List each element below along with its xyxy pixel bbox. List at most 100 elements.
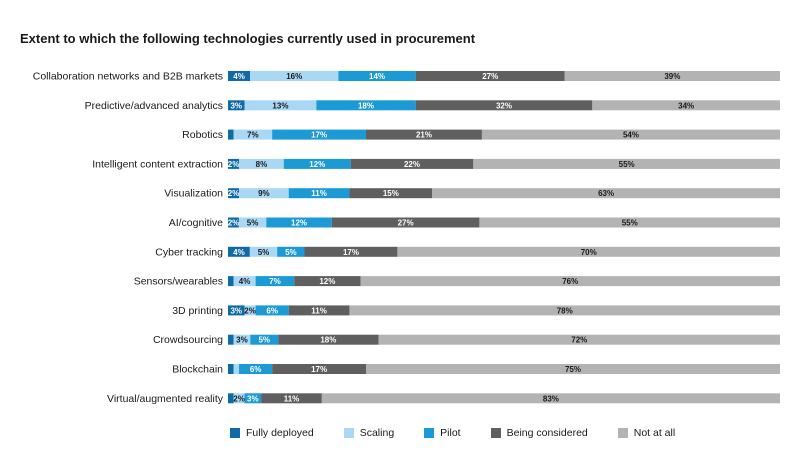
bar-segment[interactable] — [266, 217, 332, 228]
bar-segment[interactable] — [233, 129, 273, 140]
bar-segment[interactable] — [228, 129, 234, 140]
bar-segment[interactable] — [473, 158, 780, 169]
bar-segment[interactable] — [321, 393, 780, 404]
category-label: Blockchain — [172, 364, 223, 376]
data-label: 17% — [311, 131, 327, 140]
bar-segment[interactable] — [350, 158, 474, 169]
data-label: 17% — [343, 248, 359, 257]
bar-segment[interactable] — [316, 100, 416, 111]
data-label: 17% — [311, 365, 327, 374]
data-label: 3% — [247, 394, 259, 403]
data-label: 4% — [239, 277, 251, 286]
data-label: 18% — [320, 336, 336, 345]
bar-segment[interactable] — [288, 188, 350, 199]
bar-segment[interactable] — [564, 71, 780, 81]
data-label: 3% — [236, 336, 248, 345]
data-label: 11% — [284, 394, 300, 403]
bar-segment[interactable] — [415, 71, 565, 81]
legend-label: Being considered — [506, 427, 588, 439]
bar-segment[interactable] — [592, 100, 780, 111]
category-label: Robotics — [182, 129, 223, 141]
category-label: Crowdsourcing — [153, 334, 223, 346]
bar-segment[interactable] — [304, 246, 398, 257]
bar-segment[interactable] — [228, 364, 234, 374]
bar-segment[interactable] — [228, 71, 251, 81]
data-label: 12% — [319, 277, 335, 286]
bar-segment[interactable] — [233, 334, 251, 345]
data-label: 3% — [230, 101, 242, 110]
bar-segment[interactable] — [250, 334, 279, 345]
data-label: 27% — [398, 219, 414, 228]
data-label: 13% — [272, 101, 288, 110]
legend-item: Not at all — [617, 427, 675, 439]
data-label: 16% — [286, 72, 302, 81]
bar-segment[interactable] — [249, 246, 278, 257]
bar-segment[interactable] — [272, 129, 366, 140]
category-label: AI/cognitive — [169, 217, 223, 229]
bar-segment[interactable] — [331, 217, 480, 228]
bar-segment[interactable] — [233, 276, 256, 287]
bar-segment[interactable] — [349, 305, 780, 316]
legend-swatch — [490, 428, 501, 438]
bar-segment[interactable] — [244, 100, 317, 111]
bar-segment[interactable] — [255, 305, 289, 316]
data-label: 27% — [482, 72, 498, 81]
bar-segment[interactable] — [228, 276, 234, 287]
data-label: 54% — [623, 131, 639, 140]
bar-segment[interactable] — [239, 158, 284, 169]
category-labels: Collaboration networks and B2B markets Pr… — [33, 71, 224, 405]
bar-segment[interactable] — [272, 364, 366, 374]
bar-segment[interactable] — [481, 129, 780, 140]
category-label: Collaboration networks and B2B markets — [33, 71, 223, 83]
bar-segment[interactable] — [261, 393, 322, 404]
bar-segment[interactable] — [397, 246, 780, 257]
bar-segment[interactable] — [255, 276, 295, 287]
data-label: 5% — [258, 248, 270, 257]
data-label: 34% — [678, 101, 694, 110]
bar-segment[interactable] — [366, 129, 482, 140]
data-label: 32% — [496, 101, 512, 110]
bar-segment[interactable] — [338, 71, 416, 81]
data-label: 5% — [247, 219, 259, 228]
bar-segment[interactable] — [228, 305, 245, 316]
bar-segment[interactable] — [415, 100, 593, 111]
legend-item: Scaling — [343, 427, 394, 439]
bar-segment[interactable] — [378, 334, 780, 345]
bar-segment[interactable] — [277, 246, 305, 257]
data-label: 55% — [619, 160, 635, 169]
bar-segment[interactable] — [228, 100, 245, 111]
bar-segment[interactable] — [228, 188, 240, 199]
bar-segment[interactable] — [228, 246, 250, 257]
bar-segment[interactable] — [250, 71, 339, 81]
bar-segment[interactable] — [238, 217, 267, 228]
bar-segment[interactable] — [432, 188, 780, 199]
bar-segment[interactable] — [283, 158, 351, 169]
bar-segment[interactable] — [244, 393, 262, 404]
bar-segment[interactable] — [233, 364, 240, 374]
data-label: 14% — [369, 72, 385, 81]
bar-segment[interactable] — [294, 276, 361, 287]
bar-segment[interactable] — [366, 364, 780, 374]
data-label: 4% — [233, 248, 245, 257]
bar-segment[interactable] — [228, 393, 234, 404]
data-label: 8% — [256, 160, 268, 169]
bar-segment[interactable] — [360, 276, 780, 287]
chart-title: Extent to which the following technologi… — [20, 31, 476, 46]
legend-swatch — [617, 428, 628, 438]
data-label: 2% — [244, 306, 256, 315]
bar-segment[interactable] — [233, 393, 245, 404]
bar-segment[interactable] — [278, 334, 379, 345]
bars-layer: 4% 16% 14% 27% 39% 3% 13% 18% 32% 34% 7% 17% 21% 54% 2… — [228, 71, 780, 404]
bar-segment[interactable] — [479, 217, 780, 228]
category-label: Sensors/wearables — [134, 276, 223, 288]
bar-segment[interactable] — [239, 364, 273, 374]
data-label: 11% — [311, 306, 327, 315]
bar-segment[interactable] — [349, 188, 433, 199]
data-label: 2% — [228, 189, 240, 198]
bar-segment[interactable] — [239, 188, 289, 199]
bar-segment[interactable] — [228, 334, 234, 345]
bar-segment[interactable] — [228, 217, 239, 228]
bar-segment[interactable] — [244, 305, 256, 316]
bar-segment[interactable] — [228, 158, 240, 169]
bar-segment[interactable] — [288, 305, 350, 316]
